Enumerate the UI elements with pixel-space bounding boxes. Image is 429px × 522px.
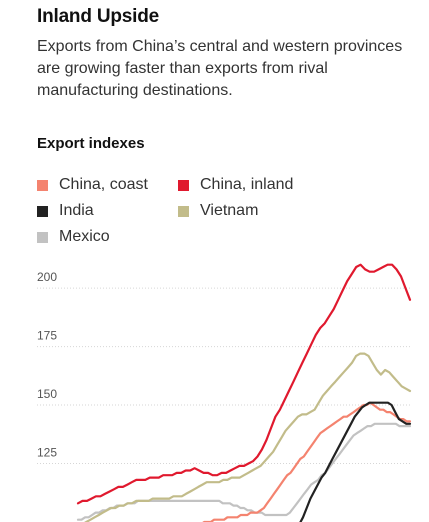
legend-item-india: India xyxy=(37,202,94,220)
legend-label-china-inland: China, inland xyxy=(200,176,294,193)
series-line-india xyxy=(299,401,412,522)
y-tick-label-175: 175 xyxy=(37,329,57,343)
y-tick-label-125: 125 xyxy=(37,446,57,460)
legend-swatch-china-inland xyxy=(178,179,189,191)
series-line-china-inland xyxy=(76,263,412,505)
legend-label-mexico: Mexico xyxy=(59,228,110,245)
legend-item-mexico: Mexico xyxy=(37,228,110,246)
legend-swatch-mexico xyxy=(37,231,48,243)
legend-label-china-coast: China, coast xyxy=(59,176,148,193)
legend-swatch-india xyxy=(37,205,48,217)
legend-swatch-china-coast xyxy=(37,179,48,191)
y-tick-label-200: 200 xyxy=(37,270,57,284)
legend-label-india: India xyxy=(59,202,94,219)
series-line-mexico xyxy=(76,422,412,521)
series-line-china-coast xyxy=(202,401,412,522)
legend-label-vietnam: Vietnam xyxy=(200,202,259,219)
series-line-vietnam xyxy=(84,352,412,522)
y-tick-label-150: 150 xyxy=(37,387,57,401)
legend-swatch-vietnam xyxy=(178,205,189,217)
chart-subtitle: Exports from China’s central and western… xyxy=(37,38,403,99)
chart-heading: Export indexes xyxy=(37,135,145,152)
legend-item-china-inland: China, inland xyxy=(178,176,293,194)
legend-item-vietnam: Vietnam xyxy=(178,202,258,220)
legend-item-china-coast: China, coast xyxy=(37,176,148,194)
chart-title: Inland Upside xyxy=(37,6,159,27)
